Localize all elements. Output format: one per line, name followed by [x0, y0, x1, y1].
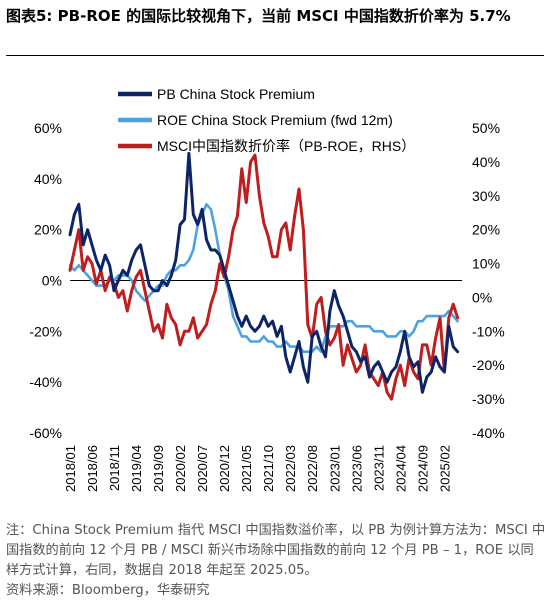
right-y-axis: -40% -30% -20% -10% 0% 10% 20% 30% 40% 50% — [472, 120, 505, 441]
right-y-tick-label: -40% — [472, 425, 505, 441]
x-tick-label: 2020/02 — [173, 445, 188, 492]
x-tick-label: 2021/05 — [239, 445, 254, 492]
series-line-msci — [68, 153, 460, 401]
right-y-tick-label: 20% — [472, 222, 500, 238]
left-y-tick-label: 40% — [34, 171, 62, 187]
right-y-tick-label: -20% — [472, 357, 505, 373]
legend: PB China Stock Premium ROE China Stock Pr… — [118, 86, 415, 154]
right-y-tick-label: 50% — [472, 120, 500, 136]
legend-label: MSCI中国指数折价率（PB-ROE，RHS） — [157, 138, 415, 154]
figure-title: 图表5: PB-ROE 的国际比较视角下，当前 MSCI 中国指数折价率为 5.… — [6, 4, 544, 28]
right-y-tick-label: -30% — [472, 391, 505, 407]
x-tick-label: 2018/11 — [107, 445, 122, 491]
legend-label: PB China Stock Premium — [157, 86, 315, 102]
right-y-tick-label: 40% — [472, 154, 500, 170]
x-tick-label: 2019/09 — [151, 445, 166, 492]
note-text: 注：China Stock Premium 指代 MSCI 中国指数溢价率，以 … — [6, 523, 546, 578]
left-y-tick-label: -40% — [29, 374, 62, 390]
x-tick-label: 2024/09 — [415, 445, 430, 492]
left-y-tick-label: -60% — [29, 425, 62, 441]
right-y-tick-label: 0% — [472, 289, 492, 305]
left-y-tick-label: 20% — [34, 222, 62, 238]
right-y-tick-label: 30% — [472, 188, 500, 204]
figure-label: 图表5: — [6, 7, 53, 25]
x-tick-label: 2022/08 — [305, 445, 320, 492]
x-tick-label: 2023/01 — [327, 445, 342, 492]
series-line-pb — [68, 151, 460, 394]
source-text: 资料来源：Bloomberg，华泰研究 — [6, 583, 210, 598]
x-tick-label: 2025/02 — [437, 445, 452, 492]
title-divider — [6, 55, 544, 56]
notes: 注：China Stock Premium 指代 MSCI 中国指数溢价率，以 … — [6, 521, 546, 601]
x-tick-label: 2020/07 — [195, 445, 210, 492]
chart: -60% -40% -20% 0% 20% 40% 60% -40% -30% -20% -10%… — [29, 86, 505, 492]
right-y-tick-label: -10% — [472, 323, 505, 339]
x-axis: 2018/01 2018/06 2018/11 2019/04 2019/09 2020/… — [63, 445, 452, 492]
x-tick-label: 2020/12 — [217, 445, 232, 492]
legend-label: ROE China Stock Premium (fwd 12m) — [157, 112, 393, 128]
left-y-tick-label: 60% — [34, 120, 62, 136]
x-tick-label: 2019/04 — [129, 445, 144, 492]
x-tick-label: 2023/06 — [349, 445, 364, 492]
x-tick-label: 2018/06 — [85, 445, 100, 492]
series-line-roe — [68, 203, 459, 353]
right-y-tick-label: 10% — [472, 256, 500, 272]
series-group — [68, 151, 460, 401]
x-tick-label: 2023/11 — [371, 445, 386, 491]
x-tick-label: 2018/01 — [63, 445, 78, 492]
x-tick-label: 2022/03 — [283, 445, 298, 492]
x-tick-label: 2021/10 — [261, 445, 276, 492]
figure-title-text: PB-ROE 的国际比较视角下，当前 MSCI 中国指数折价率为 5.7% — [57, 7, 511, 25]
left-y-axis: -60% -40% -20% 0% 20% 40% 60% — [29, 120, 62, 441]
left-y-tick-label: 0% — [42, 273, 62, 289]
x-tick-label: 2024/04 — [393, 445, 408, 492]
left-y-tick-label: -20% — [29, 323, 62, 339]
